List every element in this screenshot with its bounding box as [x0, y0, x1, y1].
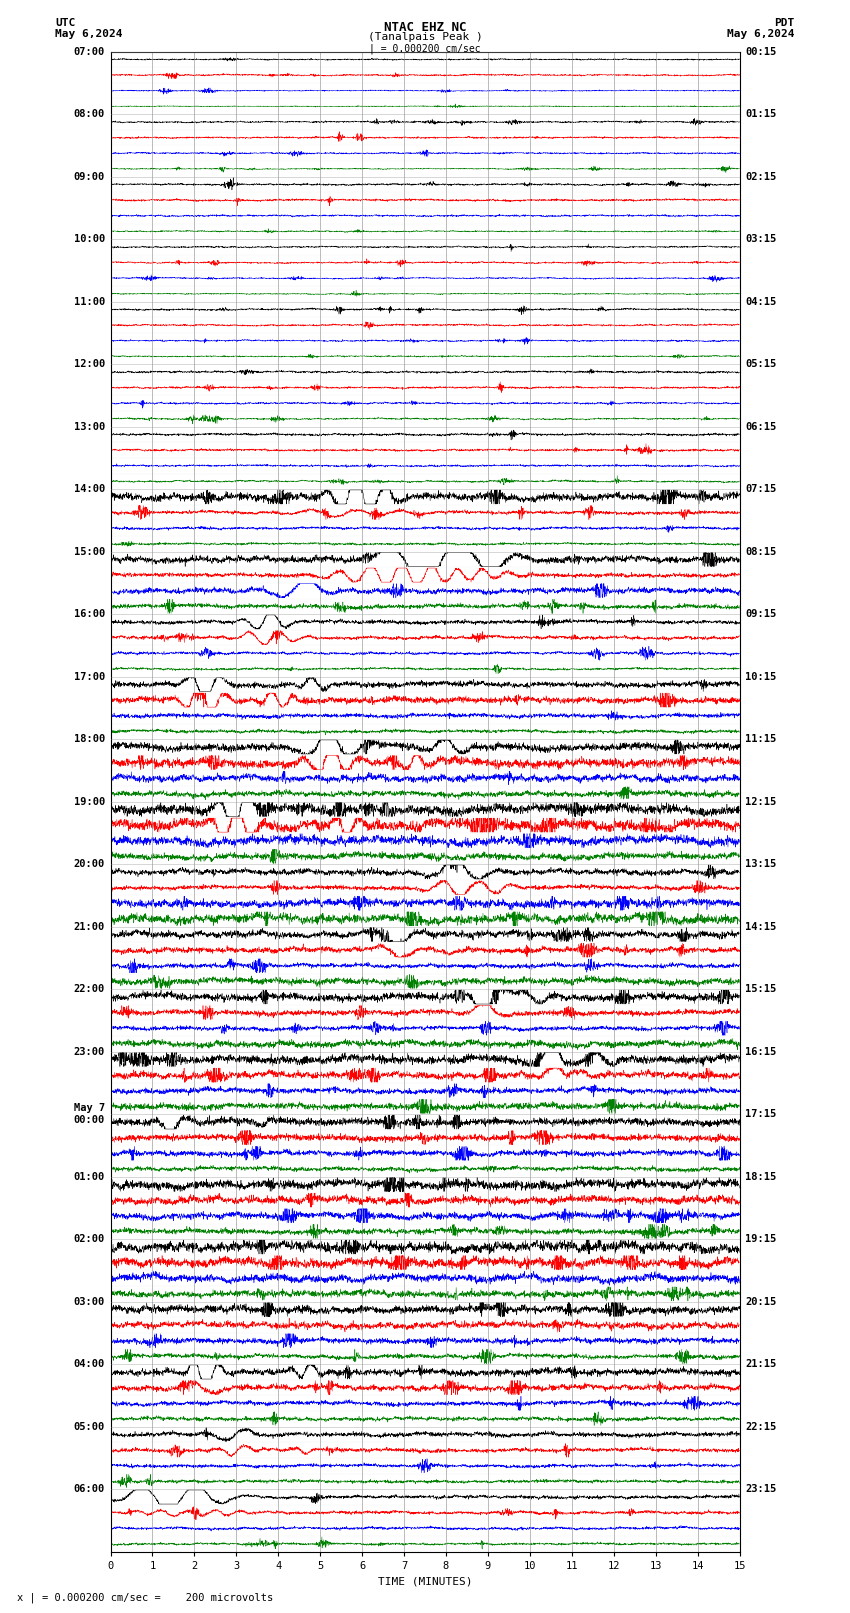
Text: 03:00: 03:00 — [74, 1297, 105, 1307]
Text: 05:00: 05:00 — [74, 1421, 105, 1432]
Text: 12:00: 12:00 — [74, 360, 105, 369]
Text: 01:15: 01:15 — [745, 110, 776, 119]
Text: 07:00: 07:00 — [74, 47, 105, 56]
Text: 00:15: 00:15 — [745, 47, 776, 56]
Text: 21:00: 21:00 — [74, 921, 105, 932]
Text: 04:15: 04:15 — [745, 297, 776, 306]
Text: 14:15: 14:15 — [745, 921, 776, 932]
Text: 05:15: 05:15 — [745, 360, 776, 369]
Text: May 6,2024: May 6,2024 — [55, 29, 122, 39]
Text: May 7
00:00: May 7 00:00 — [74, 1103, 105, 1124]
Text: 18:15: 18:15 — [745, 1171, 776, 1182]
Text: 12:15: 12:15 — [745, 797, 776, 806]
Text: 09:15: 09:15 — [745, 610, 776, 619]
Text: 07:15: 07:15 — [745, 484, 776, 494]
Text: 08:15: 08:15 — [745, 547, 776, 556]
Text: PDT: PDT — [774, 18, 795, 27]
Text: 13:15: 13:15 — [745, 860, 776, 869]
Text: 23:15: 23:15 — [745, 1484, 776, 1494]
Text: 21:15: 21:15 — [745, 1360, 776, 1369]
Text: 03:15: 03:15 — [745, 234, 776, 244]
Text: x | = 0.000200 cm/sec =    200 microvolts: x | = 0.000200 cm/sec = 200 microvolts — [17, 1592, 273, 1603]
Text: 10:00: 10:00 — [74, 234, 105, 244]
Text: 17:15: 17:15 — [745, 1110, 776, 1119]
X-axis label: TIME (MINUTES): TIME (MINUTES) — [377, 1576, 473, 1586]
Text: 19:15: 19:15 — [745, 1234, 776, 1244]
Text: 16:00: 16:00 — [74, 610, 105, 619]
Text: 15:15: 15:15 — [745, 984, 776, 994]
Text: 06:15: 06:15 — [745, 421, 776, 432]
Text: UTC: UTC — [55, 18, 76, 27]
Text: 16:15: 16:15 — [745, 1047, 776, 1057]
Text: 13:00: 13:00 — [74, 421, 105, 432]
Text: 06:00: 06:00 — [74, 1484, 105, 1494]
Text: 20:00: 20:00 — [74, 860, 105, 869]
Text: 18:00: 18:00 — [74, 734, 105, 744]
Text: (Tanalpais Peak ): (Tanalpais Peak ) — [367, 32, 483, 42]
Text: 23:00: 23:00 — [74, 1047, 105, 1057]
Text: 17:00: 17:00 — [74, 671, 105, 682]
Text: 14:00: 14:00 — [74, 484, 105, 494]
Text: 11:00: 11:00 — [74, 297, 105, 306]
Text: 19:00: 19:00 — [74, 797, 105, 806]
Text: 15:00: 15:00 — [74, 547, 105, 556]
Text: 02:00: 02:00 — [74, 1234, 105, 1244]
Text: 20:15: 20:15 — [745, 1297, 776, 1307]
Text: 22:15: 22:15 — [745, 1421, 776, 1432]
Text: 09:00: 09:00 — [74, 171, 105, 182]
Text: 01:00: 01:00 — [74, 1171, 105, 1182]
Text: 08:00: 08:00 — [74, 110, 105, 119]
Text: May 6,2024: May 6,2024 — [728, 29, 795, 39]
Text: 10:15: 10:15 — [745, 671, 776, 682]
Text: 11:15: 11:15 — [745, 734, 776, 744]
Text: 22:00: 22:00 — [74, 984, 105, 994]
Text: 04:00: 04:00 — [74, 1360, 105, 1369]
Text: 02:15: 02:15 — [745, 171, 776, 182]
Text: NTAC EHZ NC: NTAC EHZ NC — [383, 21, 467, 34]
Text: | = 0.000200 cm/sec: | = 0.000200 cm/sec — [369, 44, 481, 55]
